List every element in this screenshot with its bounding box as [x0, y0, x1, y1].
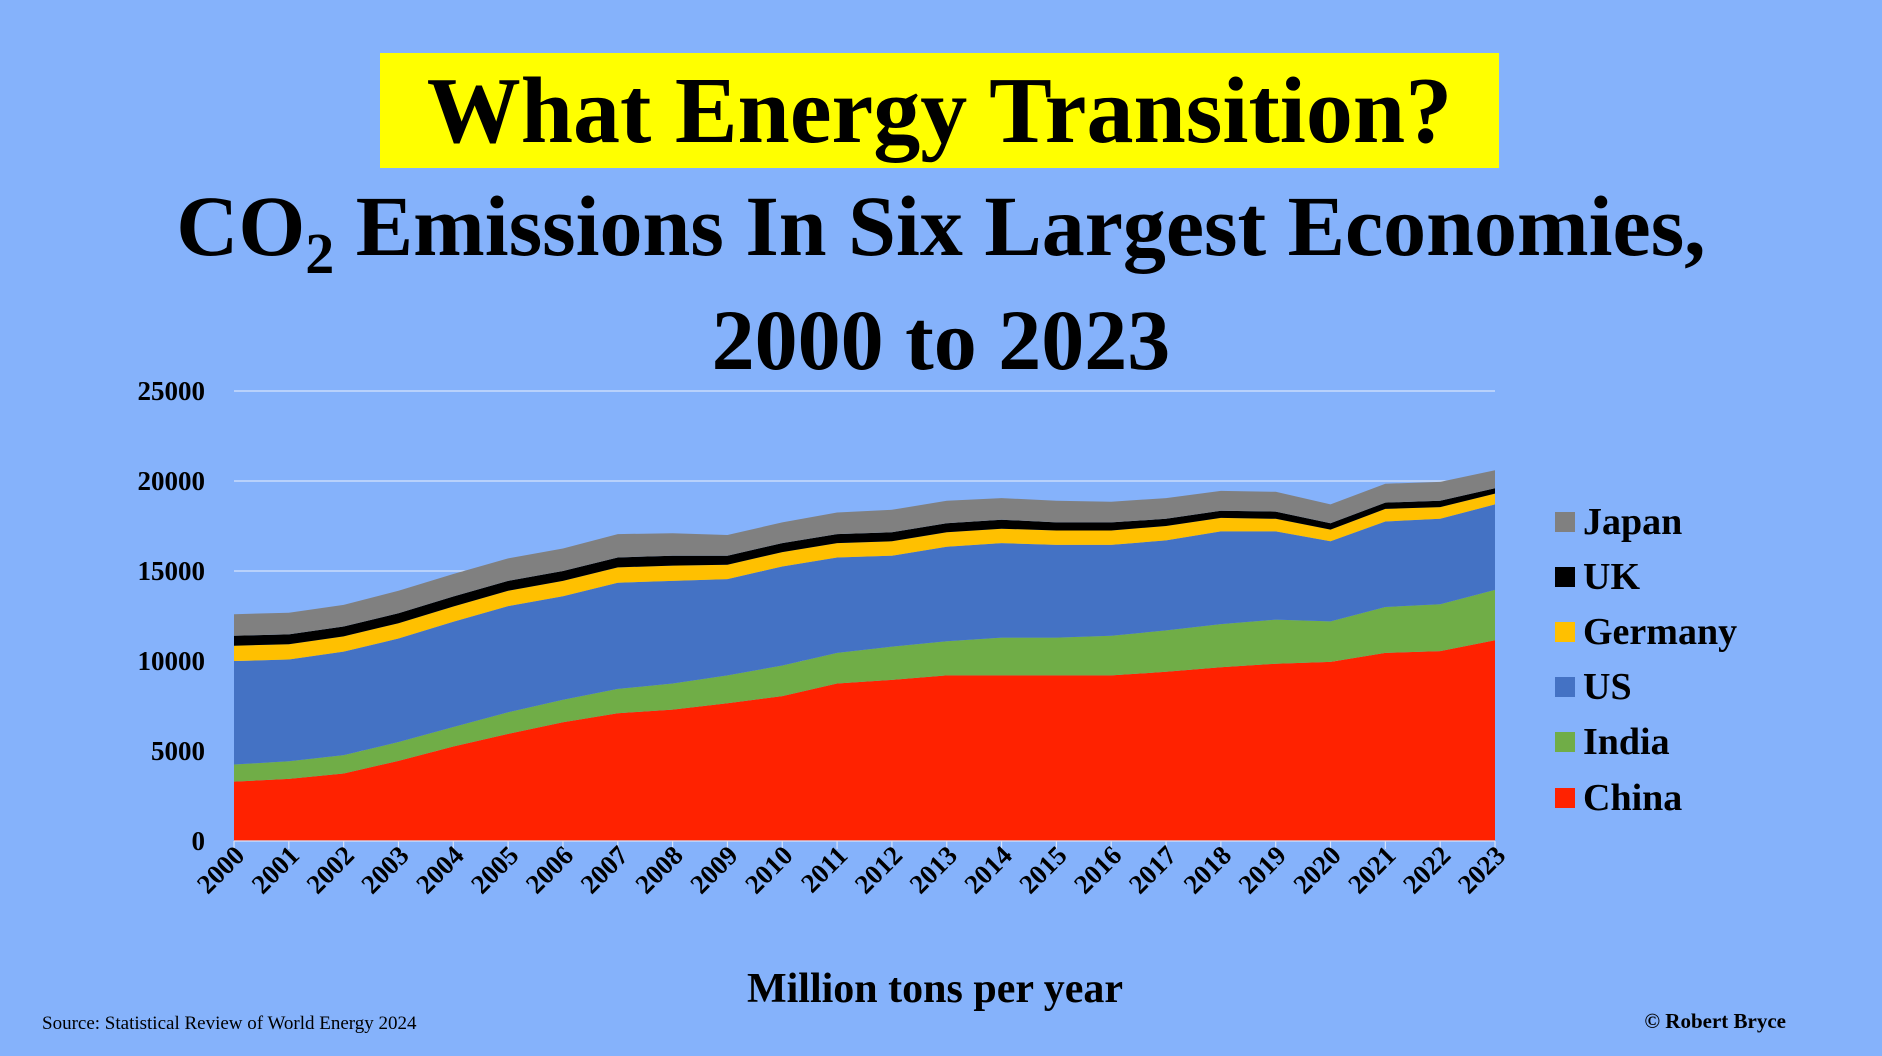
x-tick-label: 2010 [739, 840, 798, 899]
x-tick-label: 2004 [410, 840, 469, 899]
chart-title: What Energy Transition? [426, 58, 1453, 163]
legend: Japan UK Germany US India China [1555, 494, 1855, 825]
source-note: Source: Statistical Review of World Ener… [42, 1013, 417, 1034]
x-tick-label: 2023 [1452, 840, 1511, 899]
y-axis: 0 5000 10000 15000 20000 25000 [138, 376, 206, 856]
legend-swatch [1555, 511, 1575, 532]
legend-swatch [1555, 621, 1575, 642]
legend-item: US [1555, 660, 1855, 715]
x-tick-label: 2018 [1178, 840, 1237, 899]
legend-item: India [1555, 715, 1855, 770]
y-tick-label: 15000 [138, 556, 206, 586]
area-uk [234, 488, 1495, 646]
title-banner: What Energy Transition? [380, 53, 1499, 168]
legend-label: US [1583, 666, 1632, 709]
legend-label: China [1583, 776, 1683, 819]
x-tick-label: 2015 [1013, 840, 1072, 899]
y-tick-label: 5000 [151, 736, 205, 766]
x-tick-label: 2007 [575, 840, 634, 899]
area-china [234, 640, 1495, 841]
legend-swatch [1555, 732, 1575, 753]
x-tick-label: 2008 [629, 840, 688, 899]
x-tick-label: 2022 [1397, 840, 1456, 899]
y-tick-label: 0 [192, 826, 206, 856]
x-tick-label: 2006 [520, 840, 579, 899]
series-areas [234, 470, 1495, 841]
x-axis: 2000200120022003200420052006200720082009… [191, 840, 1511, 899]
x-tick-label: 2014 [958, 840, 1017, 899]
x-tick-label: 2020 [1287, 840, 1346, 899]
legend-swatch [1555, 787, 1575, 808]
x-tick-label: 2017 [1123, 840, 1182, 899]
legend-item: Japan [1555, 494, 1855, 549]
legend-label: UK [1583, 555, 1640, 598]
axis-label: Million tons per year [746, 966, 1124, 1012]
x-tick-label: 2016 [1068, 840, 1127, 899]
area-germany [234, 493, 1495, 661]
x-tick-label: 2009 [684, 840, 743, 899]
legend-swatch [1555, 677, 1575, 698]
legend-item: China [1555, 770, 1855, 825]
x-tick-label: 2005 [465, 840, 524, 899]
legend-label: Japan [1583, 500, 1683, 543]
chart-subtitle-line-1: CO2 Emissions In Six Largest Economies, [60, 183, 1822, 283]
legend-label: Germany [1583, 610, 1738, 653]
x-tick-label: 2003 [355, 840, 414, 899]
legend-swatch [1555, 566, 1575, 587]
subtitle-prefix: CO [176, 178, 306, 274]
x-tick-label: 2019 [1233, 840, 1292, 899]
area-us [234, 504, 1495, 765]
area-india [234, 589, 1495, 782]
y-tick-label: 25000 [138, 376, 206, 406]
y-tick-label: 10000 [138, 646, 206, 676]
chart-subtitle-line-2: 2000 to 2023 [711, 292, 1171, 388]
x-tick-label: 2012 [849, 840, 908, 899]
area-japan [234, 470, 1495, 636]
legend-label: India [1583, 721, 1670, 764]
copyright-credit: © Robert Bryce [1644, 1009, 1786, 1033]
x-tick-label: 2013 [904, 840, 963, 899]
x-tick-label: 2002 [300, 840, 359, 899]
y-tick-label: 20000 [138, 466, 206, 496]
subtitle-subscript: 2 [305, 221, 335, 286]
legend-item: UK [1555, 549, 1855, 604]
legend-item: Germany [1555, 604, 1855, 659]
x-tick-label: 2001 [246, 840, 305, 899]
subtitle-suffix: Emissions In Six Largest Economies, [334, 178, 1706, 274]
x-tick-label: 2011 [795, 840, 853, 898]
x-tick-label: 2021 [1342, 840, 1401, 899]
